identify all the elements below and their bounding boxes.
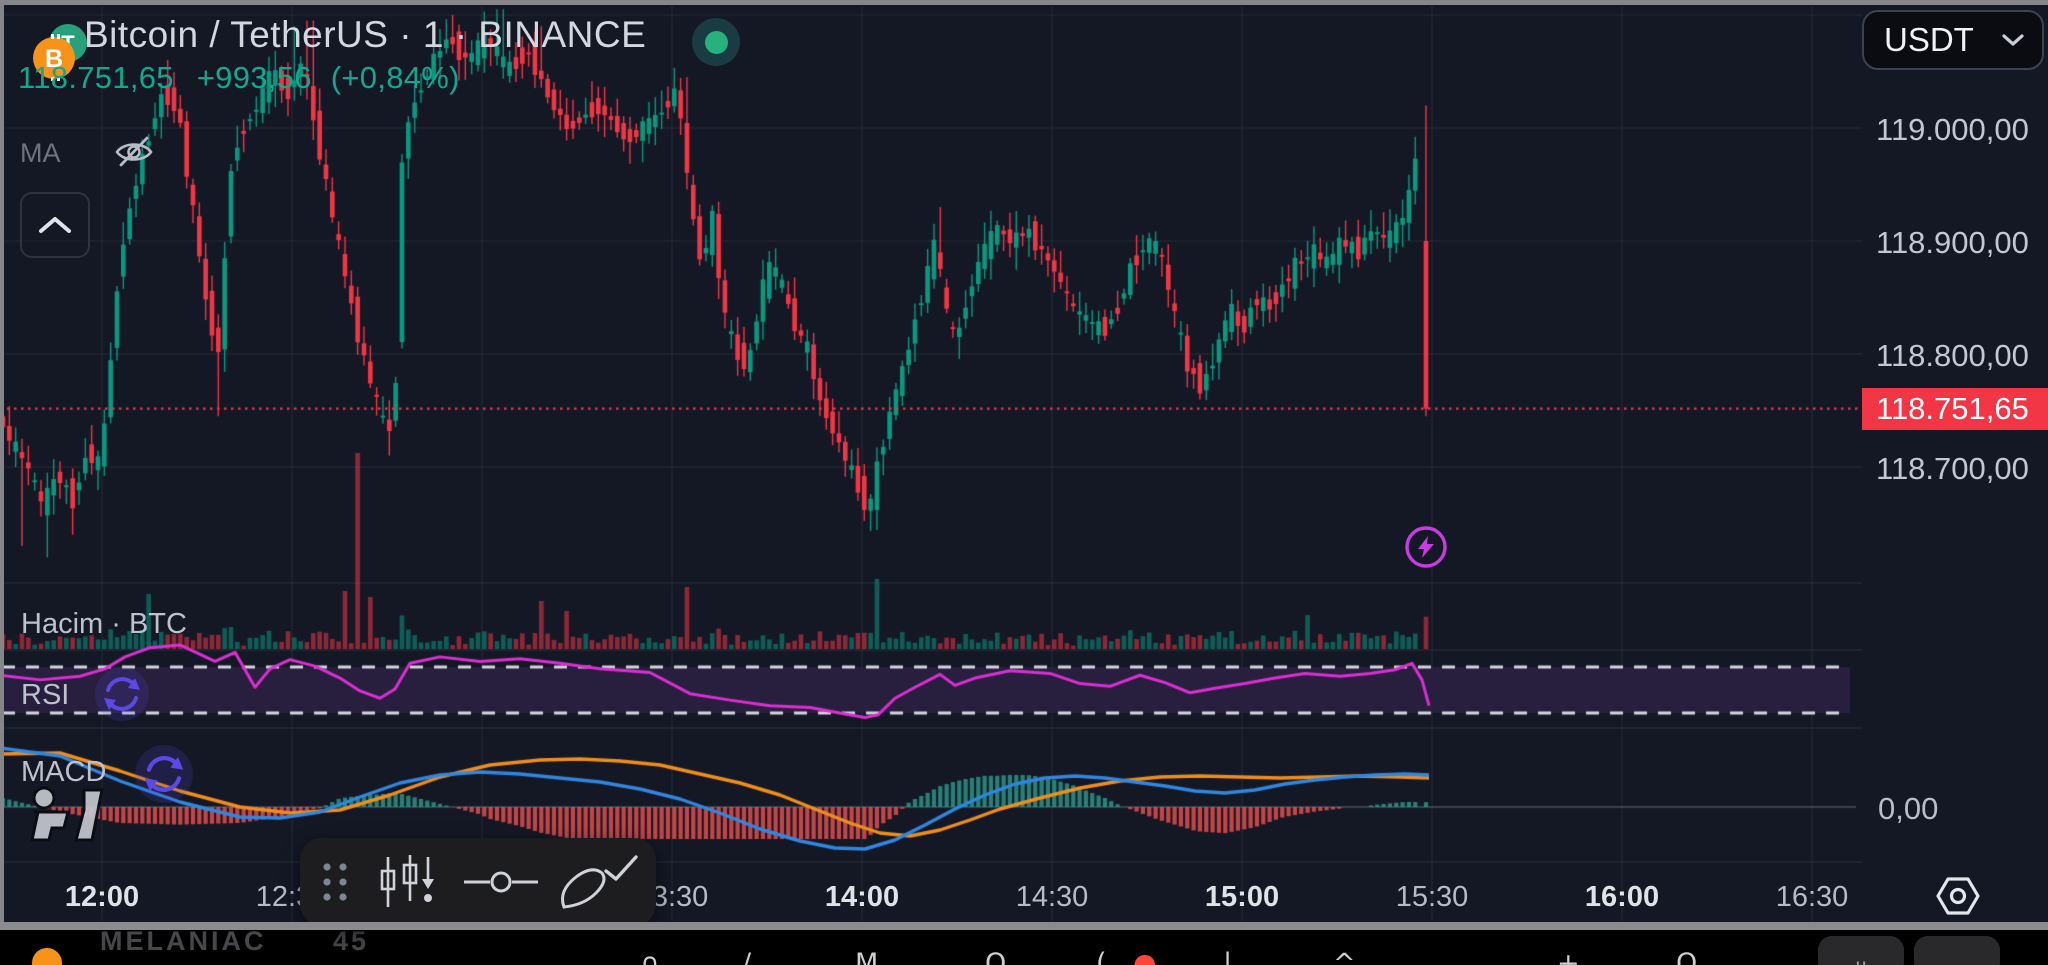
indicator-settings-icon[interactable] <box>372 851 440 913</box>
volume-pane-label[interactable]: Hacim · BTC <box>21 608 187 640</box>
account-watermark-number: 45 <box>333 930 370 956</box>
left-edge-strip <box>0 5 4 922</box>
top-edge-strip <box>0 0 2048 5</box>
last-price-badge-value: 118.751,65 <box>1876 391 2029 426</box>
time-axis-label: 14:30 <box>1015 881 1089 913</box>
time-axis-label: 14:00 <box>824 881 900 913</box>
time-axis-label: 15:30 <box>1395 881 1469 913</box>
settings-button[interactable] <box>1935 875 1981 917</box>
lightning-button[interactable] <box>1404 525 1448 569</box>
account-watermark: MELANIAC <box>100 930 267 956</box>
macd-loading-spinner-icon[interactable] <box>134 744 194 804</box>
symbol-title[interactable]: Bitcoin / TetherUS · 1 · BINANCE <box>84 14 647 55</box>
horizontal-line-tool-icon[interactable] <box>462 865 540 899</box>
macd-zero-label: 0,00 <box>1878 791 1939 826</box>
price-change: +993,56 <box>196 60 312 95</box>
macd-pane-label[interactable]: MACD <box>21 756 107 788</box>
last-price: 118.751,65 <box>18 60 174 95</box>
time-axis-label: 12:00 <box>64 881 140 913</box>
collapse-header-button[interactable] <box>20 192 90 258</box>
lightning-icon <box>1405 526 1447 568</box>
bottom-bar-icon[interactable]: ∩ <box>640 948 660 965</box>
bottom-bar-icon[interactable]: / <box>742 948 752 965</box>
tradingview-logo-icon <box>28 784 106 842</box>
bottom-button-left[interactable]: || <box>1818 936 1904 965</box>
bottom-bar-icon[interactable]: Q <box>1676 948 1698 965</box>
market-status-dot <box>692 18 740 66</box>
time-axis-label: 15:00 <box>1204 881 1280 913</box>
gear-icon <box>1936 877 1980 915</box>
price-change-pct: (+0,84%) <box>330 60 460 95</box>
price-axis-label: 119.000,00 <box>1876 112 2029 147</box>
ma-label: MA <box>20 138 61 168</box>
time-axis-label: 16:30 <box>1775 881 1849 913</box>
symbol-logo[interactable]: T B <box>16 10 87 81</box>
svg-text:B: B <box>45 45 63 73</box>
chevron-down-icon <box>2002 33 2024 46</box>
bottom-bar: MELANIAC 45 ∩ / M O ( ● | ^ + Q || + <box>0 930 2048 965</box>
bottom-bar-icon[interactable]: M <box>855 948 879 965</box>
bottom-bar-icon[interactable]: O <box>985 948 1007 965</box>
pane-separator[interactable] <box>0 922 2048 930</box>
time-axis-label: 16:00 <box>1584 881 1660 913</box>
price-axis-label: 118.900,00 <box>1876 225 2029 260</box>
bottom-bar-icon[interactable]: ^ <box>1333 948 1356 965</box>
tether-icon: T B <box>33 24 87 81</box>
bitcoin-icon <box>33 37 75 79</box>
bottom-bar-icon[interactable]: ( <box>1096 948 1107 965</box>
bottom-button-right[interactable]: + <box>1914 936 2000 965</box>
brush-tool-icon[interactable] <box>556 849 642 915</box>
rsi-loading-spinner-icon[interactable] <box>94 666 150 722</box>
bottom-bar-icon[interactable]: + <box>1557 948 1580 965</box>
eye-off-icon[interactable] <box>112 132 156 172</box>
currency-selector[interactable]: USDT <box>1862 10 2044 70</box>
chevron-up-icon <box>39 217 71 233</box>
bottom-bar-icon[interactable]: ● <box>1133 948 1157 965</box>
drag-handle[interactable] <box>314 857 354 907</box>
price-axis-label: 118.800,00 <box>1876 338 2029 373</box>
price-axis-label: 118.700,00 <box>1876 451 2029 486</box>
rsi-pane-label[interactable]: RSI <box>21 679 70 711</box>
last-price-badge: 118.751,65 <box>1862 388 2048 430</box>
floating-toolbar <box>300 838 656 926</box>
price-line: 118.751,65 +993,56 (+0,84%) <box>18 60 460 96</box>
coin-icon[interactable] <box>32 948 62 965</box>
bottom-bar-icon[interactable]: | <box>1223 948 1233 965</box>
currency-label: USDT <box>1884 21 1974 58</box>
